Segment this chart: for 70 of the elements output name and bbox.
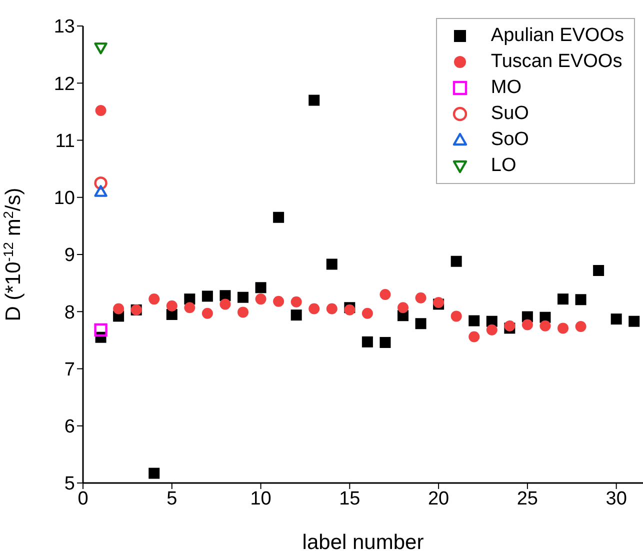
point [94,42,108,54]
point [184,302,196,314]
legend-label: SoO [490,129,529,151]
point [202,308,213,319]
x-tick-label: 5 [166,488,178,510]
point [94,185,108,197]
y-tick-label: 7 [64,359,75,380]
x-tick-label: 10 [250,488,272,510]
legend-label: MO [490,77,522,99]
point [255,294,266,305]
point [398,302,408,314]
point [415,292,426,304]
legend-label: SuO [490,103,529,125]
point [290,296,302,308]
y-tick-label: 10 [54,188,75,210]
y-tick-label: 5 [64,474,75,495]
x-tick-label: 15 [339,488,360,510]
point [220,298,231,310]
legend-label: Apulian EVOOs [490,25,624,47]
point [450,256,462,267]
point [326,258,338,270]
point [610,314,622,325]
legend-label: Tuscan EVOOs [490,51,622,73]
point [113,303,124,314]
point [362,308,373,319]
point [415,318,426,330]
point [290,310,302,321]
x-axis-title: label number [302,531,424,551]
x-tick-label: 0 [78,488,88,510]
point [273,212,284,223]
point [628,316,640,327]
point [255,282,266,294]
point [504,320,516,332]
point [238,306,248,318]
point [273,296,284,307]
point [575,294,586,306]
point [95,105,106,116]
point [450,310,462,322]
point [380,288,391,300]
point [166,300,178,312]
x-tick-label: 20 [428,488,450,510]
point [468,315,480,326]
legend-label: LO [490,155,516,177]
point [202,290,213,302]
point [468,331,480,342]
point [522,319,533,330]
point [540,320,551,332]
point [575,320,586,332]
point [94,176,108,190]
point [308,303,320,314]
point [558,322,568,334]
y-tick-label: 11 [55,130,75,152]
point [148,294,160,305]
point [308,94,320,106]
point [558,294,568,305]
point [486,324,498,336]
y-tick-label: 9 [64,245,75,266]
point [94,323,108,337]
y-tick-label: 8 [64,302,75,324]
point [362,336,373,348]
point [238,292,248,303]
point [593,264,604,276]
y-tick-label: 6 [64,416,75,438]
x-tick-label: 30 [606,488,627,510]
y-tick-label: 13 [54,16,75,38]
y-tick-label: 12 [54,74,75,95]
x-tick-label: 25 [516,488,538,510]
point [148,468,160,479]
point [326,303,338,314]
point [380,336,391,348]
